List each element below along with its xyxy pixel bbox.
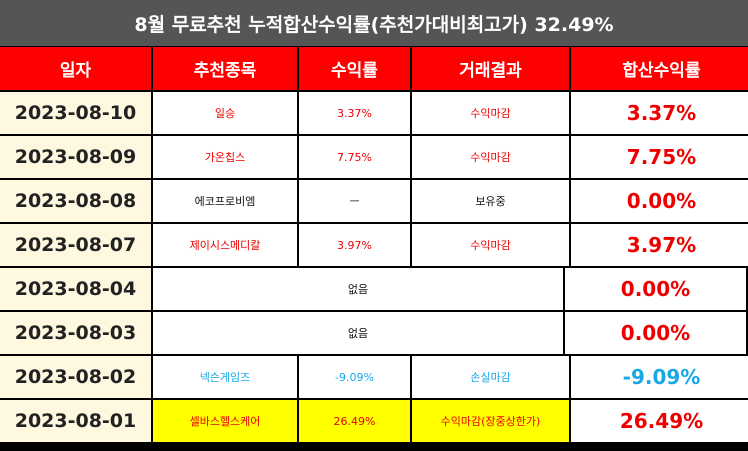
- header-result: 거래결과: [412, 47, 569, 90]
- no-recommendation-cell: 없음: [153, 268, 563, 310]
- date-cell: 2023-08-07: [0, 224, 151, 266]
- return-cell: 7.75%: [299, 136, 410, 178]
- header-stock: 추천종목: [153, 47, 297, 90]
- return-cell: 26.49%: [299, 400, 410, 442]
- date-cell: 2023-08-02: [0, 356, 151, 398]
- return-cell: ㅡ: [299, 180, 410, 222]
- date-cell: 2023-08-09: [0, 136, 151, 178]
- header-date: 일자: [0, 47, 151, 90]
- total-cell: 3.97%: [571, 224, 748, 266]
- result-cell: 수익마감(장중상한가): [412, 400, 569, 442]
- total-cell: -9.09%: [571, 356, 748, 398]
- result-cell: 손실마감: [412, 356, 569, 398]
- total-cell: 0.00%: [571, 180, 748, 222]
- table-row: 2023-08-08 에코프로비엠 ㅡ 보유중 0.00%: [0, 180, 748, 222]
- date-cell: 2023-08-08: [0, 180, 151, 222]
- date-cell: 2023-08-03: [0, 312, 151, 354]
- table-row: 2023-08-07 제이시스메디칼 3.97% 수익마감 3.97%: [0, 224, 748, 266]
- header-return: 수익률: [299, 47, 410, 90]
- date-cell: 2023-08-01: [0, 400, 151, 442]
- table-row: 2023-08-03 없음 0.00%: [0, 312, 746, 354]
- return-cell: 3.37%: [299, 92, 410, 134]
- table-row: 2023-08-10 일승 3.37% 수익마감 3.37%: [0, 92, 748, 134]
- total-cell: 7.75%: [571, 136, 748, 178]
- total-cell: 26.49%: [571, 400, 748, 442]
- return-cell: 3.97%: [299, 224, 410, 266]
- result-cell: 수익마감: [412, 224, 569, 266]
- result-cell: 수익마감: [412, 92, 569, 134]
- table-row: 2023-08-04 없음 0.00%: [0, 268, 746, 310]
- total-cell: 3.37%: [571, 92, 748, 134]
- table-title: 8월 무료추천 누적합산수익률(추천가대비최고가) 32.49%: [0, 0, 748, 46]
- stock-cell: 가온칩스: [153, 136, 297, 178]
- stock-cell: 일승: [153, 92, 297, 134]
- no-recommendation-cell: 없음: [153, 312, 563, 354]
- header-total: 합산수익률: [571, 47, 748, 90]
- table-row: 2023-08-02 넥슨게임즈 -9.09% 손실마감 -9.09%: [0, 356, 748, 398]
- result-cell: 수익마감: [412, 136, 569, 178]
- stock-cell: 셀바스헬스케어: [153, 400, 297, 442]
- stock-cell: 넥슨게임즈: [153, 356, 297, 398]
- total-cell: 0.00%: [565, 268, 746, 310]
- table-row: 2023-08-01 셀바스헬스케어 26.49% 수익마감(장중상한가) 26…: [0, 400, 748, 442]
- date-cell: 2023-08-04: [0, 268, 151, 310]
- stock-cell: 제이시스메디칼: [153, 224, 297, 266]
- result-cell: 보유중: [412, 180, 569, 222]
- header-row: 일자 추천종목 수익률 거래결과 합산수익률: [0, 47, 748, 90]
- total-cell: 0.00%: [565, 312, 746, 354]
- stock-cell: 에코프로비엠: [153, 180, 297, 222]
- table-row: 2023-08-09 가온칩스 7.75% 수익마감 7.75%: [0, 136, 748, 178]
- return-cell: -9.09%: [299, 356, 410, 398]
- date-cell: 2023-08-10: [0, 92, 151, 134]
